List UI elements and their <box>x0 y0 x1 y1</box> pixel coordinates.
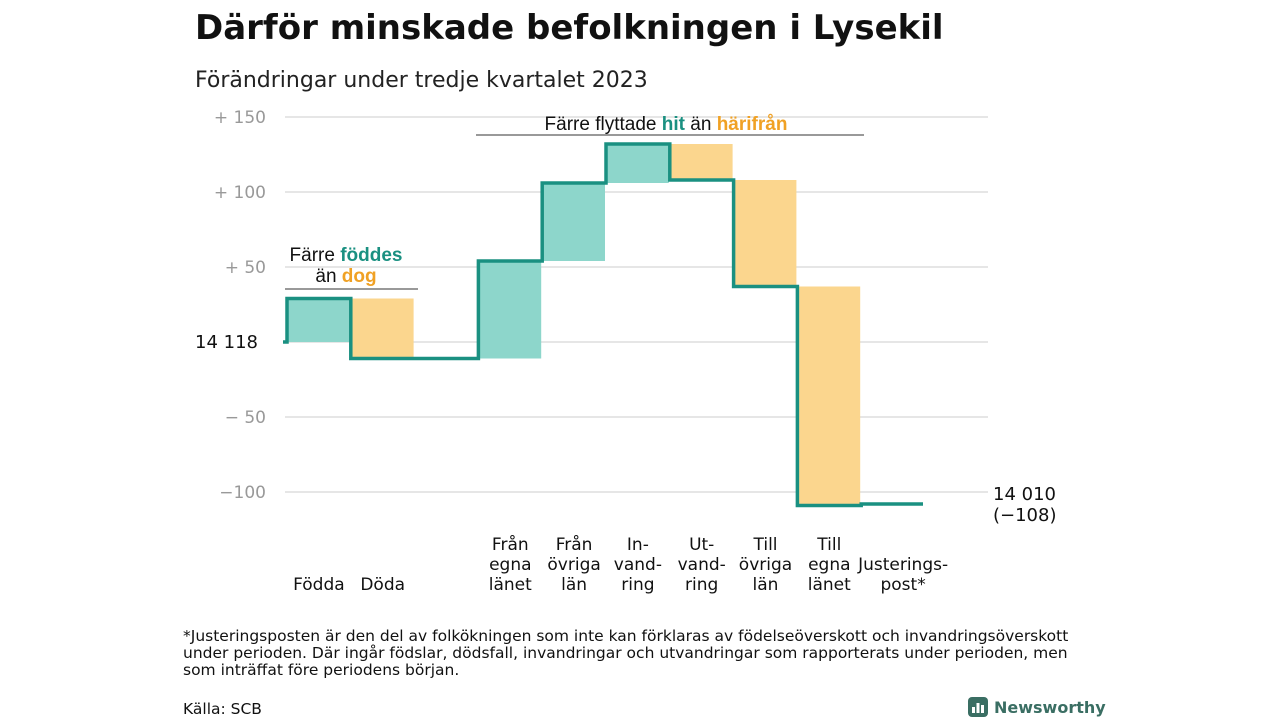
y-tick-label: + 100 <box>214 183 266 203</box>
annotation-segment: än <box>315 266 341 287</box>
chart-subtitle: Förändringar under tredje kvartalet 2023 <box>195 68 648 93</box>
category-label: Till <box>816 535 841 555</box>
category-label: länet <box>808 575 851 595</box>
category-label: Från <box>492 534 529 555</box>
category-label: Döda <box>360 575 405 595</box>
migration-annotation: Färre flyttade hit än härifrån <box>545 114 788 135</box>
bar-chart-icon <box>968 697 988 717</box>
category-label: vand- <box>678 555 726 575</box>
cumulative-step-line <box>283 142 923 508</box>
y-tick-label: − 50 <box>225 408 266 428</box>
category-label: egna <box>489 555 531 575</box>
brand-name: Newsworthy <box>994 697 1106 717</box>
waterfall-chart: + 150 + 100 + 50 − 50 −100 14 118 14 010(−108)… <box>195 108 1056 595</box>
category-label: ring <box>621 575 654 595</box>
category-label: övriga <box>547 555 600 575</box>
category-label: vand- <box>614 555 662 575</box>
category-label: län <box>753 575 779 595</box>
source-label: Källa: SCB <box>183 700 262 718</box>
annotation-segment: föddes <box>340 245 402 266</box>
category-label: egna <box>808 555 850 575</box>
chart-title: Därför minskade befolkningen i Lysekil <box>195 8 944 48</box>
births-deaths-annotation: än dog <box>315 266 376 287</box>
bar <box>479 261 542 359</box>
births-deaths-annotation: Färre föddes <box>290 245 403 266</box>
annotation-segment: Färre <box>290 245 341 266</box>
category-label: Till <box>752 535 777 555</box>
category-label: In- <box>627 535 649 555</box>
bar <box>351 298 414 359</box>
footnote: *Justeringsposten är den del av folkökni… <box>183 627 1069 679</box>
annotation-segment: hit <box>662 114 686 135</box>
category-label: Födda <box>293 575 345 595</box>
category-label: Från <box>556 534 593 555</box>
end-change-label: (−108) <box>993 505 1056 526</box>
annotation-segment: härifrån <box>717 114 788 135</box>
category-label: Justerings- <box>857 555 948 575</box>
annotation-segment: Färre flyttade <box>545 114 662 135</box>
end-value-label: 14 010 <box>993 484 1056 505</box>
category-label: ring <box>685 575 718 595</box>
annotation-segment: än <box>685 114 717 135</box>
category-label: länet <box>489 575 532 595</box>
category-label: post* <box>880 575 925 595</box>
bar <box>670 144 733 180</box>
start-value-label: 14 118 <box>195 332 258 353</box>
y-tick-label: −100 <box>219 483 266 503</box>
annotation-segment: dog <box>342 266 377 287</box>
brand-logo: Newsworthy <box>968 697 1106 717</box>
bar <box>288 298 350 342</box>
bar <box>734 180 797 287</box>
y-tick-label: + 150 <box>214 108 266 128</box>
category-label: Ut- <box>689 535 714 555</box>
bar <box>607 144 669 183</box>
bar <box>798 286 861 506</box>
y-tick-label: + 50 <box>225 258 266 278</box>
bar <box>543 183 605 261</box>
category-label: län <box>561 575 587 595</box>
category-label: övriga <box>739 555 792 575</box>
